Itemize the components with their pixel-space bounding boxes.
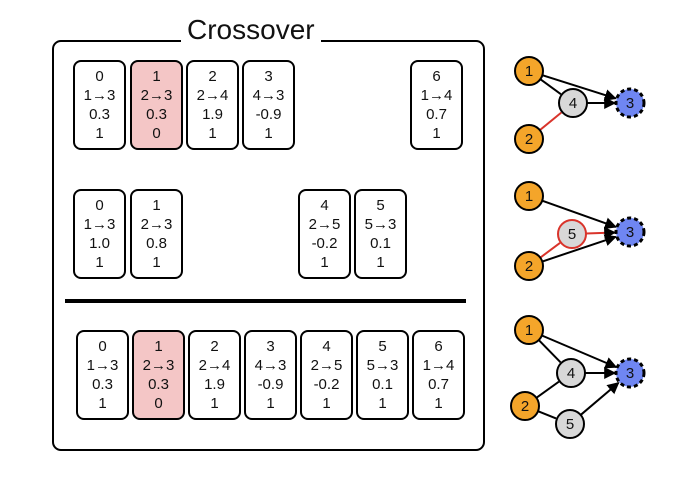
edge-1-4 — [540, 79, 561, 94]
node-label: 3 — [626, 224, 634, 241]
node-label: 1 — [525, 63, 533, 80]
network-graph-2: 1 2 5 3 — [515, 182, 644, 280]
node-label: 1 — [525, 322, 533, 339]
edge-2-4 — [536, 382, 558, 398]
network-graph-3: 1 2 4 5 3 — [511, 316, 644, 438]
node-label: 5 — [568, 226, 576, 243]
network-graph-1: 1 2 4 3 — [515, 57, 644, 153]
node-label: 4 — [567, 365, 575, 382]
node-label: 2 — [525, 131, 533, 148]
node-label: 4 — [569, 95, 577, 112]
edge-2-5 — [538, 411, 556, 418]
node-label: 2 — [525, 258, 533, 275]
node-label: 3 — [626, 95, 634, 112]
node-label: 1 — [525, 188, 533, 205]
edge-5-3 — [581, 383, 619, 415]
edge-2-4 — [540, 112, 562, 130]
edge-1-4 — [539, 340, 561, 362]
edge-5-3 — [586, 233, 615, 234]
edge-2-5 — [540, 243, 560, 258]
node-label: 5 — [566, 416, 574, 433]
node-label: 3 — [626, 365, 634, 382]
node-label: 2 — [521, 398, 529, 415]
